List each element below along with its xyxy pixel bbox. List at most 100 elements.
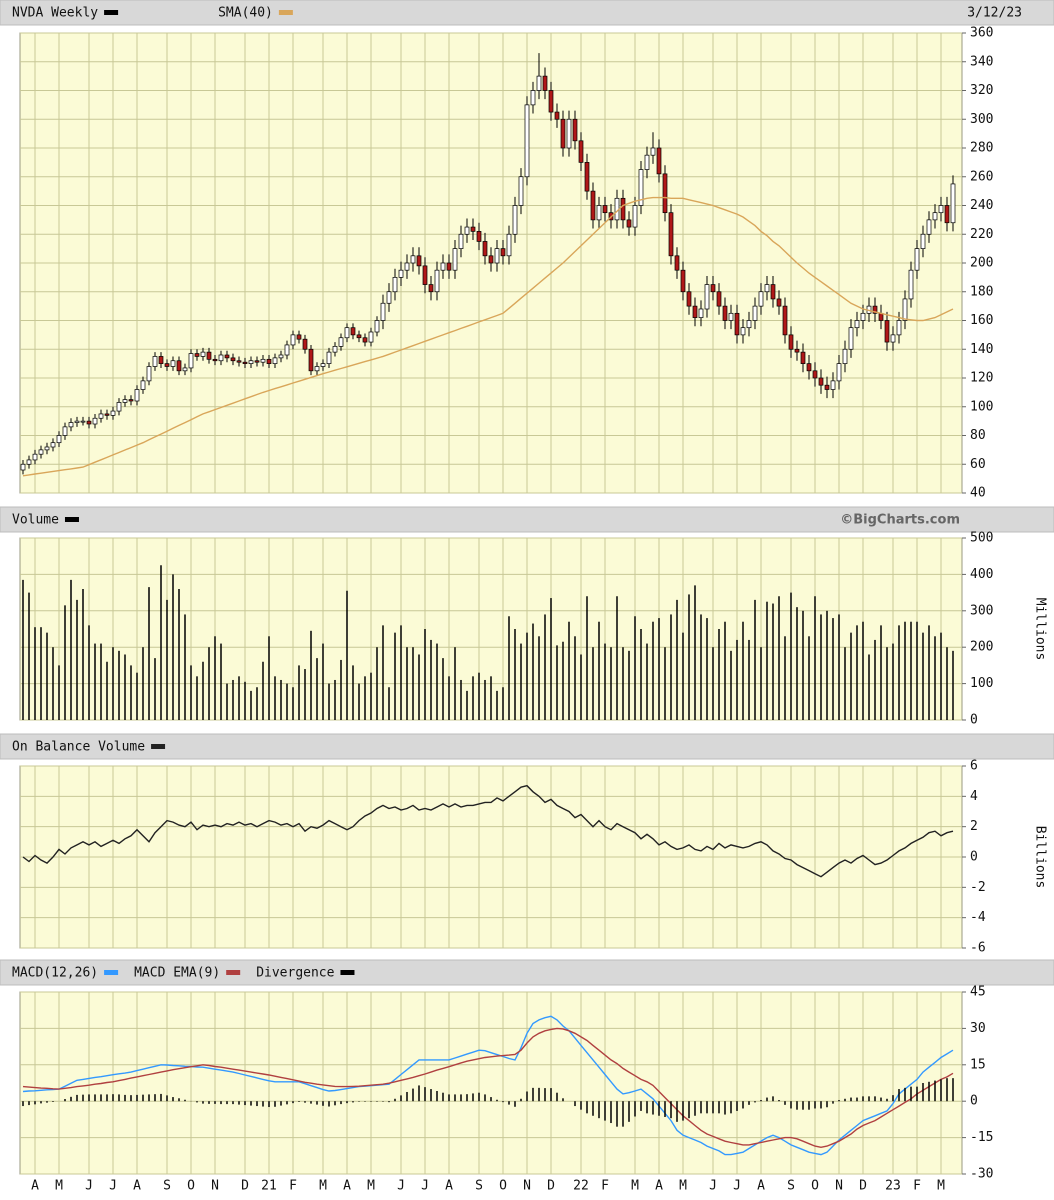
candle-body [494, 248, 500, 264]
legend-swatch [151, 744, 166, 749]
y-tick-label: 300 [970, 603, 993, 618]
y-tick-label: 500 [970, 531, 993, 546]
y-tick-label: 4 [970, 789, 978, 804]
candle-body [536, 75, 542, 91]
candle-body [482, 241, 488, 257]
candle-body [344, 327, 350, 339]
candle-body [422, 265, 428, 285]
candle-body [296, 334, 302, 340]
x-tick-label: O [187, 1179, 195, 1194]
legend-label: MACD(12,26) [12, 966, 98, 981]
candle-body [326, 351, 332, 364]
candle-body [680, 269, 686, 293]
candle-body [242, 361, 248, 364]
x-tick-label: N [523, 1179, 531, 1194]
candle-body [692, 305, 698, 318]
x-tick-label: S [163, 1179, 171, 1194]
candle-body [650, 147, 656, 156]
legend-label: SMA(40) [218, 6, 273, 21]
candle-body [320, 363, 326, 367]
candle-body [398, 269, 404, 278]
y-tick-label: 320 [970, 83, 993, 98]
candle-body [110, 410, 116, 416]
y-axis-label: Billions [1033, 826, 1048, 889]
candle-body [572, 118, 578, 142]
candle-body [200, 351, 206, 357]
candle-body [392, 277, 398, 293]
candle-body [224, 354, 230, 359]
candle-body [452, 248, 458, 271]
candle-body [404, 262, 410, 271]
candle-body [284, 344, 290, 356]
candle-body [356, 334, 362, 339]
candle-body [818, 377, 824, 386]
y-tick-label: 6 [970, 759, 978, 774]
candle-body [386, 291, 392, 304]
candle-body [584, 162, 590, 192]
candle-body [746, 320, 752, 329]
y-tick-label: 100 [970, 399, 993, 414]
y-tick-label: 200 [970, 640, 993, 655]
x-tick-label: A [31, 1179, 39, 1194]
candle-body [338, 337, 344, 347]
y-tick-label: 0 [970, 850, 978, 865]
candle-body [440, 262, 446, 271]
candle-body [272, 357, 278, 364]
candle-body [500, 248, 506, 257]
legend-swatch [278, 10, 293, 15]
candle-body [932, 212, 938, 221]
candle-body [806, 363, 812, 372]
candle-body [800, 351, 806, 364]
candle-body [530, 90, 536, 106]
x-tick-label: A [133, 1179, 141, 1194]
legend-label: On Balance Volume [12, 740, 145, 755]
candle-body [812, 370, 818, 379]
candle-body [464, 226, 470, 235]
candle-body [62, 426, 68, 436]
x-tick-label: J [109, 1179, 117, 1194]
candle-body [914, 248, 920, 271]
candle-body [332, 346, 338, 353]
x-tick-label: J [709, 1179, 717, 1194]
legend-label: Volume [12, 513, 59, 528]
candle-body [698, 308, 704, 318]
candle-body [824, 384, 830, 390]
candle-body [770, 284, 776, 300]
candle-body [434, 269, 440, 293]
x-tick-label: J [85, 1179, 93, 1194]
y-tick-label: -2 [970, 880, 986, 895]
y-tick-label: 240 [970, 198, 993, 213]
candle-body [80, 420, 86, 423]
candle-body [206, 351, 212, 360]
candle-body [56, 435, 62, 444]
candle-body [908, 269, 914, 300]
candle-body [470, 226, 476, 232]
candle-body [602, 205, 608, 214]
candle-body [662, 173, 668, 214]
candle-body [776, 298, 782, 307]
x-tick-label: M [631, 1179, 639, 1194]
y-tick-label: -4 [970, 910, 986, 925]
y-tick-label: 200 [970, 256, 993, 271]
legend-label: Divergence [256, 966, 334, 981]
y-tick-label: 100 [970, 676, 993, 691]
y-tick-label: 160 [970, 313, 993, 328]
legend-swatch [226, 970, 241, 975]
candle-body [686, 291, 692, 307]
candle-body [920, 233, 926, 249]
y-tick-label: 300 [970, 112, 993, 127]
candle-body [566, 118, 572, 149]
candle-body [122, 399, 128, 403]
candle-body [554, 111, 560, 120]
candle-body [104, 413, 110, 416]
candle-body [266, 358, 272, 364]
x-tick-label: M [55, 1179, 63, 1194]
x-tick-label: 21 [261, 1179, 277, 1194]
candle-body [236, 360, 242, 363]
y-tick-label: 360 [970, 26, 993, 41]
candle-body [50, 442, 56, 448]
y-tick-label: -6 [970, 941, 986, 956]
y-tick-label: 2 [970, 819, 978, 834]
candle-body [734, 312, 740, 336]
